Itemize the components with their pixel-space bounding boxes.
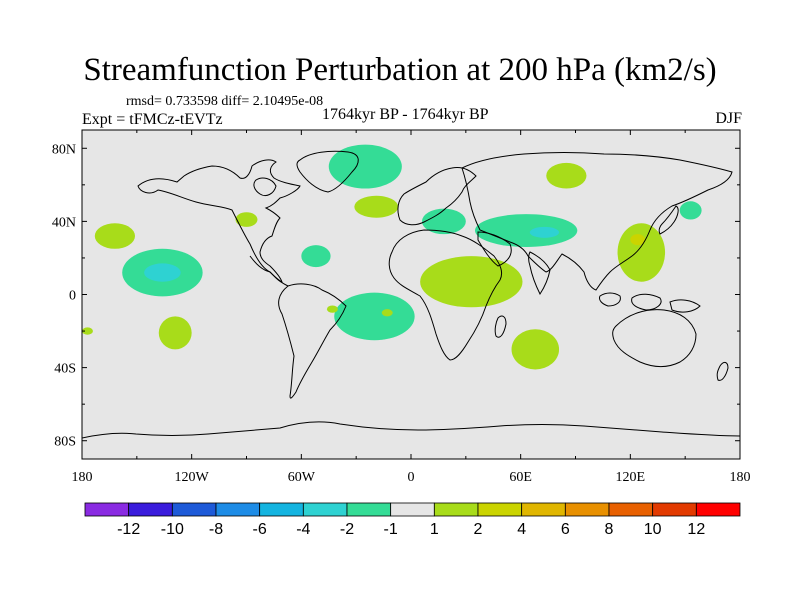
contour-region-15 <box>334 292 415 341</box>
contour-region-17 <box>158 316 192 350</box>
colorbar-swatch-2 <box>171 502 217 517</box>
contour-region-18 <box>82 327 93 335</box>
colorbar-swatch-6 <box>346 502 392 517</box>
colorbar-label-0: -12 <box>117 521 140 538</box>
contour-region-10 <box>546 162 587 189</box>
colorbar: -12 -10 -8 -6 -4 -2 -1 1 2 4 6 8 10 12 <box>84 502 741 538</box>
contour-region-5 <box>144 263 181 282</box>
colorbar-swatch-12 <box>608 502 654 517</box>
x-tick-label-2: 60W <box>288 470 316 485</box>
axis-ticks: 180 120W 60W 0 60E 120E 180 80N 40N 0 40S 80S <box>52 130 751 485</box>
colorbar-swatch-3 <box>215 502 261 517</box>
coastline-india <box>528 251 551 295</box>
coastline-indonesia <box>599 292 701 313</box>
y-tick-label-3: 40S <box>54 362 76 377</box>
y-tick-label-4: 80S <box>54 435 76 450</box>
x-tick-label-1: 120W <box>175 470 210 485</box>
contour-region-2 <box>235 212 258 227</box>
contour-region-14 <box>420 256 523 308</box>
colorbar-swatch-0 <box>84 502 130 517</box>
x-tick-label-4: 60E <box>509 470 532 485</box>
contour-region-8 <box>474 214 578 247</box>
colorbar-label-4: -4 <box>296 521 310 538</box>
colorbar-swatch-4 <box>259 502 304 517</box>
x-tick-label-5: 120E <box>616 470 646 485</box>
colorbar-label-2: -8 <box>209 521 223 538</box>
coastline-south-america <box>278 283 347 399</box>
plot-background <box>82 130 740 459</box>
contour-region-7 <box>421 208 466 235</box>
contour-region-1 <box>354 195 399 218</box>
x-tick-label-0: 180 <box>72 470 93 485</box>
contour-region-3 <box>94 223 136 249</box>
page-title: Streamfunction Perturbation at 200 hPa (… <box>83 52 717 88</box>
y-tick-label-0: 80N <box>52 142 76 157</box>
x-tick-label-6: 180 <box>730 470 751 485</box>
contour-region-13 <box>630 234 645 246</box>
coastline-japan <box>658 205 679 235</box>
contour-region-9 <box>529 226 560 238</box>
colorbar-swatch-9 <box>477 502 523 517</box>
coastlines <box>82 150 740 439</box>
colorbar-swatch-14 <box>695 502 741 517</box>
contour-region-20 <box>381 309 393 317</box>
colorbar-label-13: 12 <box>687 521 705 538</box>
colorbar-swatch-1 <box>128 502 173 517</box>
colorbar-label-11: 8 <box>605 521 614 538</box>
coastline-north-america <box>137 159 301 283</box>
colorbar-label-7: 1 <box>430 521 439 538</box>
coastline-asia <box>461 152 733 291</box>
coastline-central-america <box>249 255 289 287</box>
contour-region-6 <box>301 245 331 268</box>
colorbar-swatch-13 <box>652 502 697 517</box>
y-tick-label-2: 0 <box>69 289 76 304</box>
experiment-label: Expt = tFMCz-tEVTz <box>82 111 223 128</box>
coastline-madagascar <box>494 315 507 338</box>
colorbar-swatch-8 <box>433 502 479 517</box>
coastline-europe <box>397 167 477 226</box>
coastline-greenland <box>296 150 359 193</box>
colorbar-label-12: 10 <box>644 521 662 538</box>
contour-region-19 <box>326 305 338 313</box>
colorbar-label-5: -2 <box>340 521 354 538</box>
coastline-africa <box>388 229 503 361</box>
colorbar-label-8: 2 <box>474 521 483 538</box>
colorbar-label-9: 4 <box>517 521 526 538</box>
contour-region-12 <box>617 223 666 282</box>
colorbar-swatch-10 <box>521 502 566 517</box>
stats-line: rmsd= 0.733598 diff= 2.10495e-08 <box>126 94 324 109</box>
coastline-arabia <box>477 231 512 267</box>
period-label: 1764kyr BP - 1764kyr BP <box>322 106 489 123</box>
colorbar-swatch-5 <box>302 502 348 517</box>
colorbar-swatch-7 <box>390 502 435 517</box>
coastline-hudson-bay <box>253 177 277 197</box>
coastline-australia <box>612 309 697 367</box>
coastline-new-zealand <box>716 361 729 381</box>
colorbar-label-1: -10 <box>161 521 184 538</box>
colorbar-label-10: 6 <box>561 521 570 538</box>
y-tick-label-1: 40N <box>52 215 76 230</box>
x-tick-label-3: 0 <box>408 470 415 485</box>
contour-region-11 <box>679 201 702 220</box>
coastline-antarctica <box>82 421 740 439</box>
contour-region-16 <box>511 329 560 370</box>
season-label: DJF <box>715 110 742 127</box>
colorbar-swatch-11 <box>564 502 610 517</box>
colorbar-label-3: -6 <box>253 521 267 538</box>
colorbar-label-6: -1 <box>384 521 398 538</box>
